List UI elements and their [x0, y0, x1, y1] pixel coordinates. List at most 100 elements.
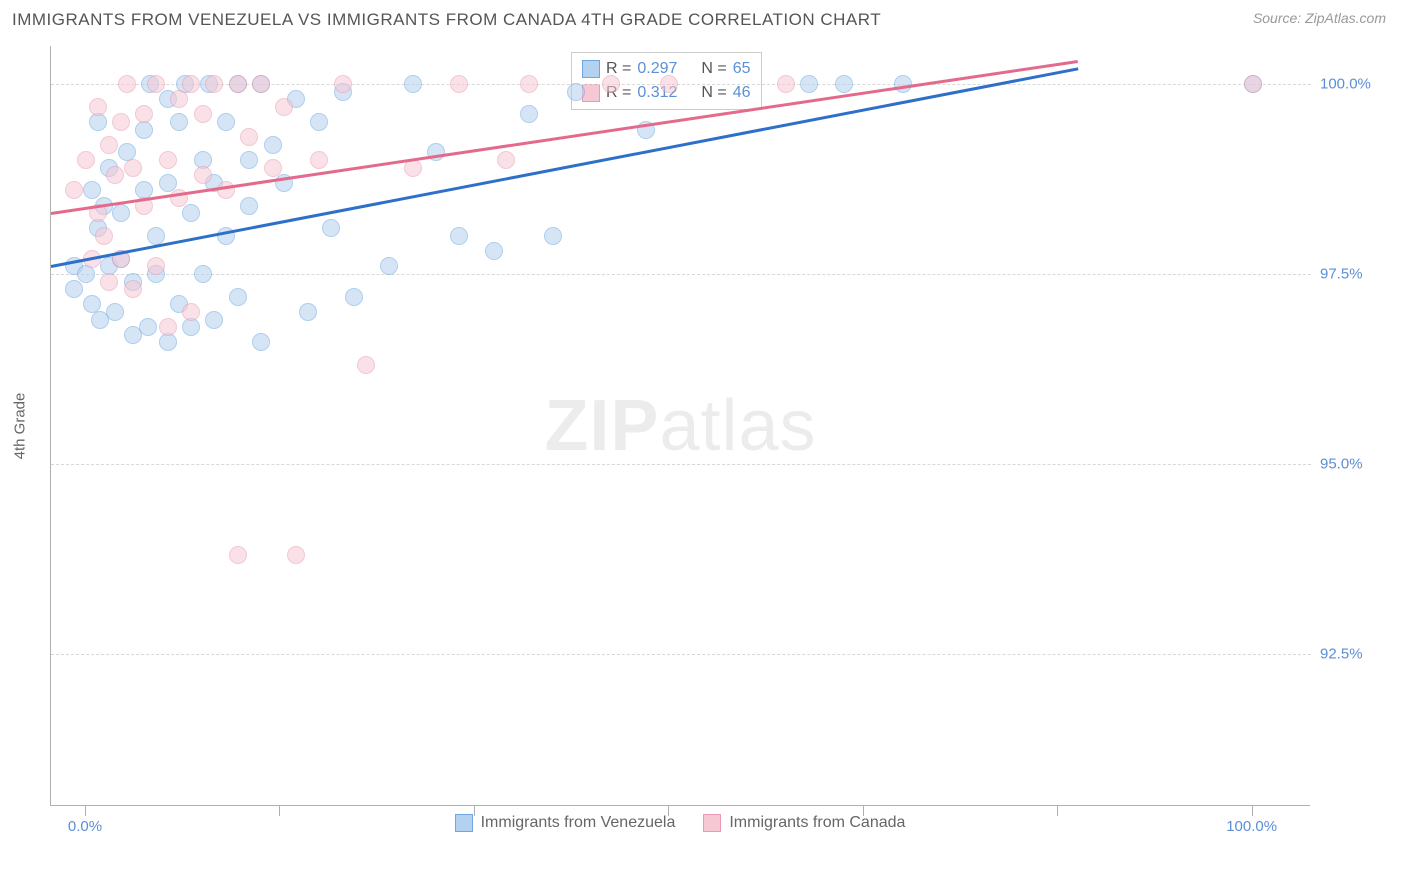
- data-point: [194, 105, 212, 123]
- x-tickmark: [279, 806, 280, 816]
- data-point: [106, 166, 124, 184]
- legend-swatch: [455, 814, 473, 832]
- data-point: [217, 113, 235, 131]
- data-point: [660, 75, 678, 93]
- data-point: [497, 151, 515, 169]
- data-point: [229, 75, 247, 93]
- x-tickmark: [668, 806, 669, 816]
- data-point: [182, 204, 200, 222]
- watermark: ZIPatlas: [544, 385, 816, 467]
- data-point: [147, 75, 165, 93]
- legend-label: Immigrants from Venezuela: [481, 814, 676, 832]
- x-tickmark: [474, 806, 475, 816]
- legend-label: Immigrants from Canada: [729, 814, 905, 832]
- data-point: [800, 75, 818, 93]
- data-point: [170, 90, 188, 108]
- data-point: [310, 113, 328, 131]
- chart-header: IMMIGRANTS FROM VENEZUELA VS IMMIGRANTS …: [0, 0, 1406, 36]
- data-point: [95, 227, 113, 245]
- data-point: [159, 151, 177, 169]
- data-point: [89, 98, 107, 116]
- data-point: [170, 113, 188, 131]
- data-point: [240, 128, 258, 146]
- data-point: [602, 75, 620, 93]
- data-point: [83, 181, 101, 199]
- data-point: [777, 75, 795, 93]
- y-tick-label: 97.5%: [1320, 266, 1363, 283]
- chart-source: Source: ZipAtlas.com: [1253, 10, 1386, 26]
- y-tick-label: 95.0%: [1320, 456, 1363, 473]
- data-point: [544, 227, 562, 245]
- data-point: [65, 280, 83, 298]
- data-point: [124, 280, 142, 298]
- x-tickmark: [85, 806, 86, 816]
- data-point: [182, 75, 200, 93]
- stat-label: N =: [701, 57, 726, 81]
- data-point: [520, 105, 538, 123]
- x-tickmark: [1252, 806, 1253, 816]
- y-axis-label: 4th Grade: [12, 393, 29, 460]
- data-point: [450, 75, 468, 93]
- data-point: [118, 75, 136, 93]
- data-point: [147, 257, 165, 275]
- data-point: [567, 83, 585, 101]
- data-point: [100, 273, 118, 291]
- gridline-h: [51, 464, 1311, 465]
- data-point: [450, 227, 468, 245]
- legend-swatch: [703, 814, 721, 832]
- data-point: [404, 75, 422, 93]
- data-point: [159, 318, 177, 336]
- x-tickmark: [1057, 806, 1058, 816]
- data-point: [240, 151, 258, 169]
- data-point: [264, 136, 282, 154]
- data-point: [275, 98, 293, 116]
- data-point: [485, 242, 503, 260]
- x-tickmark: [863, 806, 864, 816]
- data-point: [299, 303, 317, 321]
- data-point: [159, 174, 177, 192]
- data-point: [194, 166, 212, 184]
- scatter-plot: ZIPatlas R =0.297N =65R =0.312N =46: [50, 46, 1310, 806]
- data-point: [835, 75, 853, 93]
- data-point: [322, 219, 340, 237]
- x-tick-label: 0.0%: [68, 818, 102, 835]
- data-point: [147, 227, 165, 245]
- data-point: [252, 75, 270, 93]
- data-point: [252, 333, 270, 351]
- data-point: [65, 181, 83, 199]
- data-point: [240, 197, 258, 215]
- data-point: [1244, 75, 1262, 93]
- data-point: [357, 356, 375, 374]
- legend-bottom: Immigrants from Venezuela Immigrants from…: [50, 814, 1310, 832]
- data-point: [112, 204, 130, 222]
- gridline-h: [51, 654, 1311, 655]
- legend-item: Immigrants from Venezuela: [455, 814, 676, 832]
- data-point: [194, 265, 212, 283]
- data-point: [135, 105, 153, 123]
- gridline-h: [51, 274, 1311, 275]
- data-point: [100, 136, 118, 154]
- data-point: [287, 546, 305, 564]
- data-point: [205, 75, 223, 93]
- plot-area: 4th Grade ZIPatlas R =0.297N =65R =0.312…: [50, 46, 1390, 836]
- data-point: [229, 288, 247, 306]
- data-point: [334, 75, 352, 93]
- x-tick-label: 100.0%: [1226, 818, 1277, 835]
- data-point: [124, 159, 142, 177]
- data-point: [106, 303, 124, 321]
- legend-swatch: [582, 60, 600, 78]
- data-point: [77, 151, 95, 169]
- n-value: 65: [733, 57, 751, 81]
- data-point: [380, 257, 398, 275]
- data-point: [345, 288, 363, 306]
- chart-title: IMMIGRANTS FROM VENEZUELA VS IMMIGRANTS …: [12, 10, 881, 30]
- data-point: [139, 318, 157, 336]
- data-point: [264, 159, 282, 177]
- data-point: [205, 311, 223, 329]
- data-point: [229, 546, 247, 564]
- y-tick-label: 100.0%: [1320, 76, 1371, 93]
- data-point: [520, 75, 538, 93]
- data-point: [182, 303, 200, 321]
- data-point: [112, 113, 130, 131]
- data-point: [310, 151, 328, 169]
